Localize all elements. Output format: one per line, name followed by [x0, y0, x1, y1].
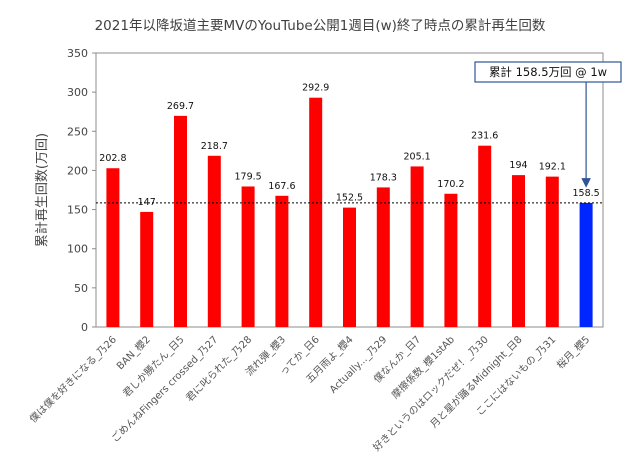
data-label-11: 170.2	[437, 179, 464, 190]
data-label-10: 205.1	[403, 151, 430, 162]
bar-10	[410, 166, 424, 327]
y-axis-title: 累計再生回数(万回)	[34, 133, 50, 247]
data-label-15: 158.5	[572, 188, 599, 199]
annotation-text: 累計 158.5万回 @ 1w	[489, 65, 607, 79]
y-tick-label: 200	[67, 164, 88, 177]
data-label-9: 178.3	[370, 172, 397, 183]
bar-6	[275, 195, 289, 327]
bar-5	[241, 186, 255, 327]
data-label-1: 202.8	[99, 153, 126, 164]
data-label-6: 167.6	[268, 181, 295, 192]
y-tick-label: 0	[81, 321, 88, 334]
bar-12	[478, 145, 492, 327]
data-label-8: 152.5	[336, 193, 363, 204]
bar-9	[376, 187, 390, 327]
data-label-13: 194	[509, 160, 527, 171]
bar-3	[174, 115, 187, 327]
data-label-3: 269.7	[167, 101, 194, 112]
bar-7	[309, 97, 323, 327]
x-tick-label-15: 桜月_櫻5	[554, 333, 592, 371]
y-tick-label: 150	[67, 204, 88, 217]
data-label-5: 179.5	[234, 171, 261, 182]
y-tick-label: 100	[67, 243, 88, 256]
bar-8	[343, 207, 356, 327]
bar-14	[545, 176, 559, 327]
x-tick-label-3: 君しか勝たん_日5	[120, 333, 187, 400]
data-label-14: 192.1	[539, 162, 566, 173]
data-label-12: 231.6	[471, 131, 498, 142]
bar-2	[140, 211, 154, 327]
y-tick-label: 250	[67, 125, 88, 138]
y-tick-label: 350	[67, 47, 88, 60]
x-tick-label-5: 君に叱られた_乃28	[184, 334, 255, 405]
bar-13	[512, 175, 525, 327]
bar-15	[579, 202, 593, 327]
y-tick-label: 50	[74, 282, 88, 295]
bar-11	[444, 193, 458, 327]
x-tick-label-11: 摩擦係数_櫻1stAb	[389, 333, 457, 401]
data-label-7: 292.9	[302, 83, 329, 94]
bar-1	[106, 168, 120, 327]
x-tick-label-9: Actually..._乃29	[328, 334, 389, 395]
data-label-4: 218.7	[201, 141, 228, 152]
data-label-2: 147	[138, 197, 156, 208]
chart-title: 2021年以降坂道主要MVのYouTube公開1週目(w)終了時点の累計再生回数	[94, 18, 546, 34]
bar-4	[207, 155, 221, 327]
x-tick-label-1: 僕は僕を好きになる_乃26	[27, 333, 119, 425]
y-tick-label: 300	[67, 86, 88, 99]
annotation-box	[474, 61, 622, 83]
